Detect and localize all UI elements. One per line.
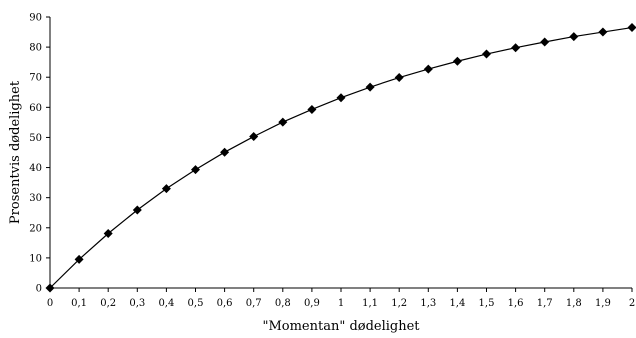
x-tick-label: 0,4 <box>158 298 174 309</box>
data-point-marker <box>511 43 521 53</box>
x-tick-label: 1,4 <box>449 298 465 309</box>
data-point-marker <box>394 73 404 83</box>
y-tick-label: 20 <box>29 223 42 234</box>
x-tick-label: 0,5 <box>188 298 204 309</box>
x-tick-label: 0,6 <box>217 298 233 309</box>
x-axis-label: "Momentan" dødelighet <box>262 319 420 334</box>
x-tick-label: 0,7 <box>246 298 262 309</box>
data-point-marker <box>132 205 142 215</box>
x-axis: 0 0,1 0,2 0,3 0,4 0,5 0,6 0,7 0,8 0,9 1 1,1 1,2 1,3 1,… <box>47 287 635 309</box>
x-tick-label: 1,6 <box>508 298 524 309</box>
y-tick-label: 70 <box>29 73 42 84</box>
x-tick-label: 0,1 <box>71 298 87 309</box>
x-tick-label: 1,1 <box>362 298 378 309</box>
data-point-marker <box>307 104 317 114</box>
series-line <box>49 26 633 289</box>
data-point-marker <box>598 27 608 37</box>
series <box>45 23 636 293</box>
data-point-marker <box>336 93 346 103</box>
data-point-marker <box>540 37 550 47</box>
data-point-marker <box>74 254 84 264</box>
y-tick-label: 10 <box>29 253 42 264</box>
x-tick-label: 0 <box>47 298 53 309</box>
y-tick-label: 30 <box>29 193 42 204</box>
x-tick-label: 1,8 <box>566 298 582 309</box>
data-point-marker <box>161 184 171 194</box>
data-point-marker <box>103 228 113 238</box>
x-tick-label: 1,5 <box>479 298 495 309</box>
y-tick-label: 0 <box>36 284 42 295</box>
data-point-marker <box>191 165 200 175</box>
data-point-marker <box>423 64 433 74</box>
data-point-marker <box>45 283 55 293</box>
x-tick-label: 0,3 <box>129 298 145 309</box>
x-tick-label: 0,9 <box>304 298 320 309</box>
data-point-marker <box>278 117 288 127</box>
y-tick-label: 80 <box>29 43 42 54</box>
x-tick-label: 0,8 <box>275 298 291 309</box>
data-point-marker <box>220 147 230 157</box>
x-tick-label: 0,2 <box>100 298 116 309</box>
y-tick-label: 50 <box>29 133 42 144</box>
x-tick-label: 1 <box>338 298 344 309</box>
x-tick-label: 2 <box>629 298 635 309</box>
y-tick-label: 40 <box>29 163 42 174</box>
data-point-marker <box>365 82 375 92</box>
y-axis: 0 10 20 30 40 50 60 70 80 90 <box>29 13 51 295</box>
x-tick-label: 1,2 <box>391 298 407 309</box>
data-point-marker <box>452 56 462 66</box>
y-axis-label: Prosentvis dødelighet <box>8 80 23 224</box>
data-point-marker <box>627 23 636 33</box>
data-point-marker <box>569 32 579 42</box>
x-tick-label: 1,7 <box>537 298 553 309</box>
data-point-marker <box>482 49 491 59</box>
x-tick-label: 1,3 <box>420 298 436 309</box>
y-tick-label: 60 <box>29 103 42 114</box>
y-tick-label: 90 <box>29 13 42 24</box>
data-point-marker <box>249 132 259 142</box>
x-tick-label: 1,9 <box>595 298 611 309</box>
